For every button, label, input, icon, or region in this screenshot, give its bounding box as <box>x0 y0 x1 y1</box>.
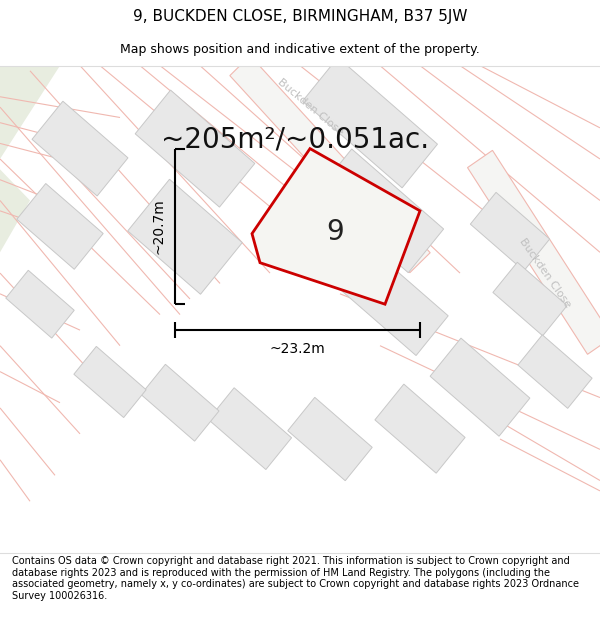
Polygon shape <box>0 169 30 252</box>
Text: Buckden Close: Buckden Close <box>275 77 345 138</box>
Polygon shape <box>518 335 592 408</box>
Polygon shape <box>302 58 437 188</box>
Text: ~20.7m: ~20.7m <box>151 199 165 254</box>
Polygon shape <box>230 56 430 272</box>
Polygon shape <box>135 90 255 207</box>
Polygon shape <box>141 364 219 441</box>
Polygon shape <box>74 346 146 418</box>
Polygon shape <box>128 179 242 294</box>
Polygon shape <box>6 270 74 338</box>
Polygon shape <box>375 384 465 473</box>
Polygon shape <box>208 388 292 469</box>
Polygon shape <box>467 151 600 354</box>
Polygon shape <box>493 262 567 336</box>
Polygon shape <box>316 149 443 272</box>
Polygon shape <box>0 66 60 159</box>
Polygon shape <box>252 149 420 304</box>
Text: Map shows position and indicative extent of the property.: Map shows position and indicative extent… <box>120 44 480 56</box>
Text: Buckden Close: Buckden Close <box>517 236 572 309</box>
Text: 9: 9 <box>326 218 344 246</box>
Text: 9, BUCKDEN CLOSE, BIRMINGHAM, B37 5JW: 9, BUCKDEN CLOSE, BIRMINGHAM, B37 5JW <box>133 9 467 24</box>
Polygon shape <box>332 242 448 356</box>
Polygon shape <box>470 192 550 271</box>
Text: ~205m²/~0.051ac.: ~205m²/~0.051ac. <box>161 126 429 154</box>
Text: ~23.2m: ~23.2m <box>269 342 325 356</box>
Text: Contains OS data © Crown copyright and database right 2021. This information is : Contains OS data © Crown copyright and d… <box>12 556 579 601</box>
Polygon shape <box>32 101 128 196</box>
Polygon shape <box>17 184 103 269</box>
Polygon shape <box>430 338 530 436</box>
Polygon shape <box>288 398 372 481</box>
